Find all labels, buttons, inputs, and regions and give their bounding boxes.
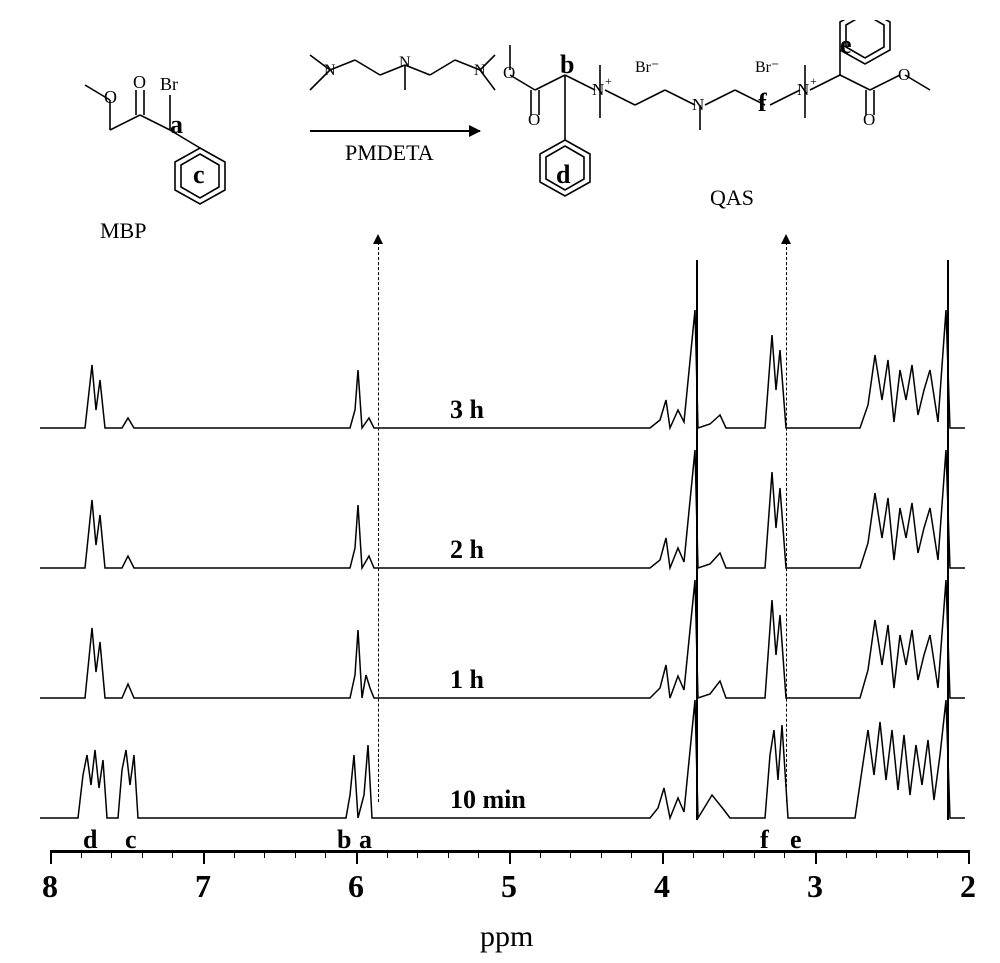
reaction-scheme: O O Br a c MBP N N N: [50, 10, 970, 260]
time-label-3h: 3 h: [450, 395, 484, 425]
xtick-8: 8: [42, 868, 58, 905]
svg-text:Br: Br: [160, 74, 178, 94]
pmdeta-structure: N N N: [300, 25, 500, 125]
xtick-4: 4: [654, 868, 670, 905]
nmr-figure: O O Br a c MBP N N N: [30, 10, 970, 953]
time-label-1h: 1 h: [450, 665, 484, 695]
svg-text:N: N: [399, 54, 411, 71]
mbp-structure: O O Br: [60, 40, 260, 220]
pmdeta-label: PMDETA: [345, 140, 434, 166]
spectrum-10min: [30, 700, 970, 840]
svg-text:+: +: [810, 74, 817, 88]
spectrum-2h: [30, 450, 970, 590]
xtick-7: 7: [195, 868, 211, 905]
svg-text:N: N: [797, 80, 809, 99]
spectrum-1h: [30, 580, 970, 720]
mbp-name: MBP: [100, 218, 146, 244]
svg-text:O: O: [133, 72, 146, 92]
xtick-2: 2: [960, 868, 976, 905]
svg-text:Br⁻: Br⁻: [635, 59, 659, 76]
xtick-6: 6: [348, 868, 364, 905]
guide-arrow-left: [373, 234, 383, 244]
x-axis-title: ppm: [480, 920, 533, 954]
qas-name: QAS: [710, 185, 754, 211]
xtick-3: 3: [807, 868, 823, 905]
time-label-10min: 10 min: [450, 785, 526, 815]
svg-text:N: N: [692, 95, 704, 114]
svg-text:O: O: [863, 110, 875, 129]
svg-text:N: N: [474, 62, 486, 79]
spectrum-row-2h: 2 h: [30, 450, 970, 590]
svg-text:Br⁻: Br⁻: [755, 59, 779, 76]
svg-text:O: O: [898, 65, 910, 84]
svg-text:O: O: [528, 110, 540, 129]
qas-label-b: b: [560, 50, 574, 80]
reaction-arrow: [310, 130, 480, 132]
x-axis: [50, 850, 970, 853]
svg-text:O: O: [503, 63, 515, 82]
time-label-2h: 2 h: [450, 535, 484, 565]
qas-label-f: f: [758, 88, 767, 118]
svg-text:+: +: [605, 74, 612, 88]
spectra-stack: 3 h 2 h 1 h 10 min: [30, 270, 970, 820]
mbp-label-c: c: [193, 160, 205, 190]
qas-label-d: d: [556, 160, 570, 190]
svg-text:N: N: [592, 80, 604, 99]
spectrum-row-3h: 3 h: [30, 310, 970, 450]
xtick-5: 5: [501, 868, 517, 905]
spectrum-3h: [30, 310, 970, 450]
svg-text:N: N: [324, 62, 336, 79]
spectrum-row-1h: 1 h: [30, 580, 970, 720]
qas-label-e: e: [840, 30, 852, 60]
mbp-label-a: a: [170, 110, 183, 140]
svg-text:O: O: [104, 87, 117, 107]
spectrum-row-10min: 10 min: [30, 700, 970, 840]
guide-arrow-right: [781, 234, 791, 244]
